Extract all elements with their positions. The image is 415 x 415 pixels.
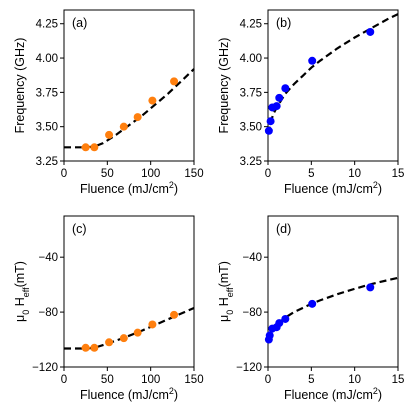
data-point	[119, 122, 128, 131]
x-tick-label: 0	[265, 374, 271, 386]
data-point	[119, 334, 128, 343]
data-point	[148, 96, 157, 105]
data-point	[281, 84, 290, 93]
data-point	[148, 320, 157, 329]
plot-frame	[63, 9, 195, 162]
y-tick-label: 4.25	[240, 19, 262, 31]
panel-a: 0 50 100 150 3.25 3.50 3.75 4.00 4.25 Fluence (mJ…	[13, 9, 204, 196]
x-tick-label: 0	[61, 168, 67, 180]
data-point	[266, 117, 275, 126]
data-point	[81, 343, 90, 352]
x-tick-label: 100	[141, 168, 160, 180]
panel-c: 0 50 100 150 −120 −80 −40 Fluence (mJ/cm2) μ0 He…	[13, 215, 204, 402]
data-point	[366, 283, 375, 292]
plot-frame	[63, 215, 195, 368]
data-point	[265, 331, 274, 340]
x-tick-label: 150	[184, 374, 203, 386]
data-point	[105, 338, 114, 347]
y-tick-label: −80	[38, 307, 58, 319]
data-point	[308, 299, 317, 308]
x-tick-label: 10	[348, 168, 361, 180]
panel-label: (d)	[276, 222, 291, 236]
x-tick-label: 50	[101, 374, 114, 386]
x-axis-label: Fluence (mJ/cm2)	[284, 386, 382, 402]
panel-label: (b)	[276, 16, 291, 30]
panel-d: 0 5 10 15 −120 −80 −40 Fluence (mJ/cm2) μ0 Heff(…	[217, 215, 405, 402]
y-tick-label: 3.50	[240, 122, 262, 134]
data-point	[170, 310, 179, 319]
fit-curve	[267, 13, 399, 134]
x-tick-label: 5	[308, 374, 314, 386]
x-axis-label: Fluence (mJ/cm2)	[80, 180, 178, 196]
x-tick-label: 0	[61, 374, 67, 386]
x-tick-label: 100	[141, 374, 160, 386]
y-tick-label: −120	[32, 362, 58, 374]
panel-label: (c)	[72, 222, 87, 236]
data-point	[90, 343, 99, 352]
y-tick-label: −40	[242, 252, 262, 264]
y-tick-label: 4.00	[36, 53, 58, 65]
y-axis-label: μ0 Heff(mT)	[13, 261, 31, 322]
x-axis-label: Fluence (mJ/cm2)	[80, 386, 178, 402]
y-tick-label: −40	[38, 252, 58, 264]
x-tick-label: 10	[348, 374, 361, 386]
y-tick-label: −120	[236, 362, 262, 374]
x-tick-label: 150	[184, 168, 203, 180]
data-point	[81, 143, 90, 152]
data-point	[170, 77, 179, 86]
data-point	[90, 143, 99, 152]
data-point	[264, 126, 273, 135]
y-axis-label: μ0 Heff(mT)	[217, 261, 235, 322]
data-point	[275, 93, 284, 102]
data-point	[281, 314, 290, 323]
data-point	[272, 102, 281, 111]
y-axis-label: Frequency (GHz)	[13, 38, 27, 134]
x-tick-label: 15	[392, 374, 405, 386]
y-axis-label: Frequency (GHz)	[217, 38, 231, 134]
data-point	[133, 328, 142, 337]
y-tick-label: −80	[242, 307, 262, 319]
y-tick-label: 3.25	[36, 156, 58, 168]
x-tick-label: 0	[265, 168, 271, 180]
y-tick-label: 3.75	[36, 87, 58, 99]
y-tick-label: 3.75	[240, 87, 262, 99]
x-tick-label: 50	[101, 168, 114, 180]
x-tick-label: 15	[392, 168, 405, 180]
plot-frame	[267, 9, 399, 162]
panel-b: 0 5 10 15 3.25 3.50 3.75 4.00 4.25 Fluence (mJ/cm…	[217, 9, 405, 196]
panel-label: (a)	[72, 16, 87, 30]
y-tick-label: 4.00	[240, 53, 262, 65]
data-point	[133, 113, 142, 122]
data-point	[105, 130, 114, 139]
x-tick-label: 5	[308, 168, 314, 180]
fit-curve	[267, 276, 399, 343]
y-tick-label: 3.25	[240, 156, 262, 168]
data-point	[308, 56, 317, 65]
y-tick-label: 4.25	[36, 19, 58, 31]
data-point	[366, 27, 375, 36]
y-tick-label: 3.50	[36, 122, 58, 134]
x-axis-label: Fluence (mJ/cm2)	[284, 180, 382, 196]
plot-frame	[267, 215, 399, 368]
data-point	[275, 319, 284, 328]
